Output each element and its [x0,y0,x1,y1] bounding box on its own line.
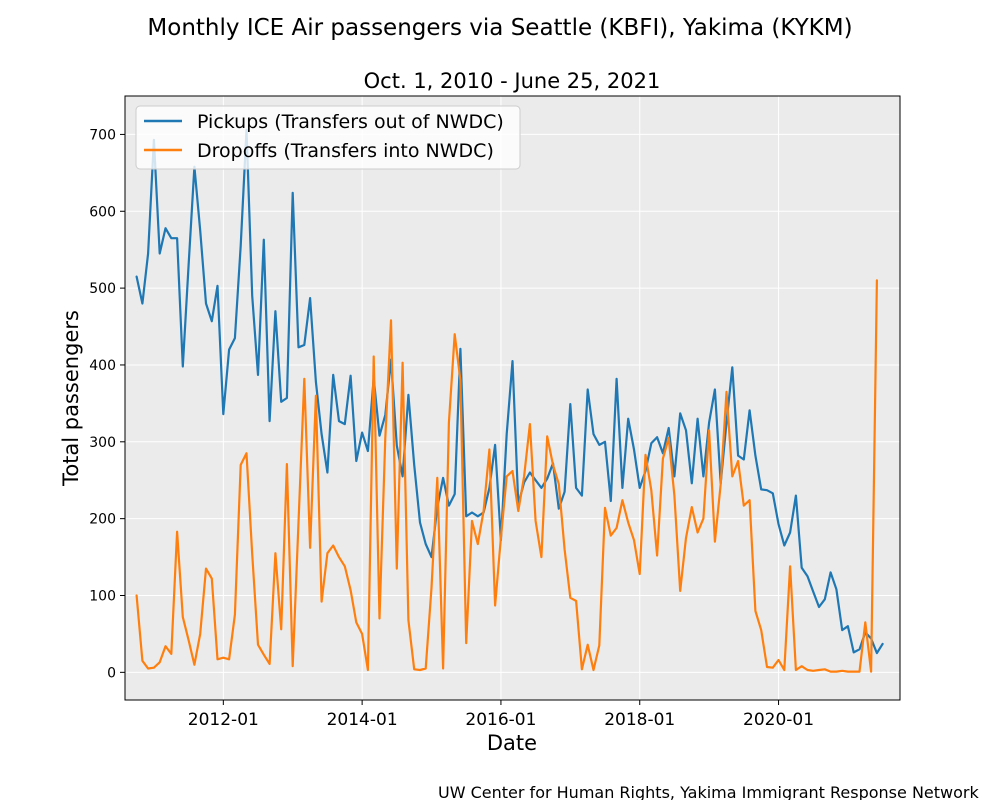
y-axis-label: Total passengers [59,310,83,487]
y-tick-label: 700 [89,127,116,143]
y-tick-label: 100 [89,588,116,604]
x-tick-label: 2020-01 [743,710,814,730]
y-tick-label: 400 [89,358,116,374]
series-layer [135,128,884,673]
legend-dropoffs-label: Dropoffs (Transfers into NWDC) [197,140,494,162]
y-tick-label: 500 [89,281,116,297]
legend-box [135,105,521,170]
x-tick-label: 2018-01 [604,710,675,730]
y-tick-label: 600 [89,204,116,220]
tick-layer: 0 100 200 300 400 500 600 700 2012-01 2014-01 2016… [89,127,814,730]
y-tick-label: 300 [89,435,116,451]
y-tick-label: 0 [107,665,116,681]
plot-frame [124,95,901,701]
source-note: UW Center for Human Rights, Yakima Immig… [438,783,979,800]
x-tick-label: 2014-01 [327,710,398,730]
y-tick-label: 200 [89,512,116,528]
x-tick-label: 2012-01 [188,710,259,730]
dropoffs-series-line [135,279,879,673]
chart-subtitle: Oct. 1, 2010 - June 25, 2021 [364,69,661,93]
x-tick-label: 2016-01 [465,710,536,730]
legend: Pickups (Transfers out of NWDC) Dropoffs… [135,105,521,170]
x-axis-label: Date [487,731,537,755]
chart-title: Monthly ICE Air passengers via Seattle (… [147,15,852,41]
pickups-series-line [135,128,884,655]
plot-area [125,96,900,700]
legend-pickups-label: Pickups (Transfers out of NWDC) [197,111,504,133]
